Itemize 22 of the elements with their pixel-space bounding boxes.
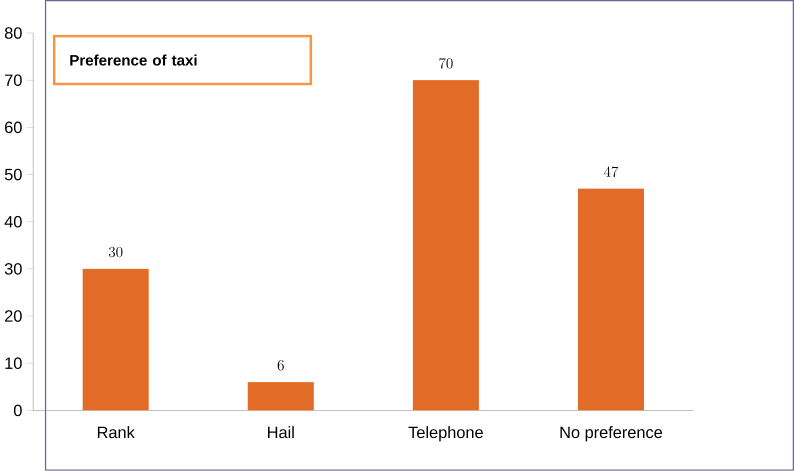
y-tick-label: 0	[14, 404, 22, 416]
y-tick-label: 10	[5, 358, 22, 370]
y-tick-label: 30	[4, 263, 22, 275]
x-tick-label: Rank	[98, 426, 135, 438]
y-tick-label: 20	[5, 310, 22, 322]
y-tick-label: 50	[4, 168, 22, 180]
x-tick-label: Telephone	[408, 426, 483, 442]
y-tick-label: 70	[5, 74, 22, 86]
y-tick-label: 60	[5, 122, 22, 134]
data-label: 47	[604, 166, 618, 178]
bar	[412, 80, 479, 410]
bar	[82, 268, 149, 410]
text: Preference of taxi	[70, 54, 197, 66]
bar	[578, 188, 644, 410]
x-tick-label: No preference	[560, 426, 662, 442]
y-tick-label: 80	[4, 27, 22, 39]
data-label: 70	[439, 58, 453, 69]
data-label: 30	[108, 246, 122, 258]
data-label: 6	[278, 360, 284, 371]
y-tick-label: 40	[4, 216, 22, 228]
bar	[248, 382, 314, 410]
x-tick-label: Hail	[268, 426, 294, 438]
